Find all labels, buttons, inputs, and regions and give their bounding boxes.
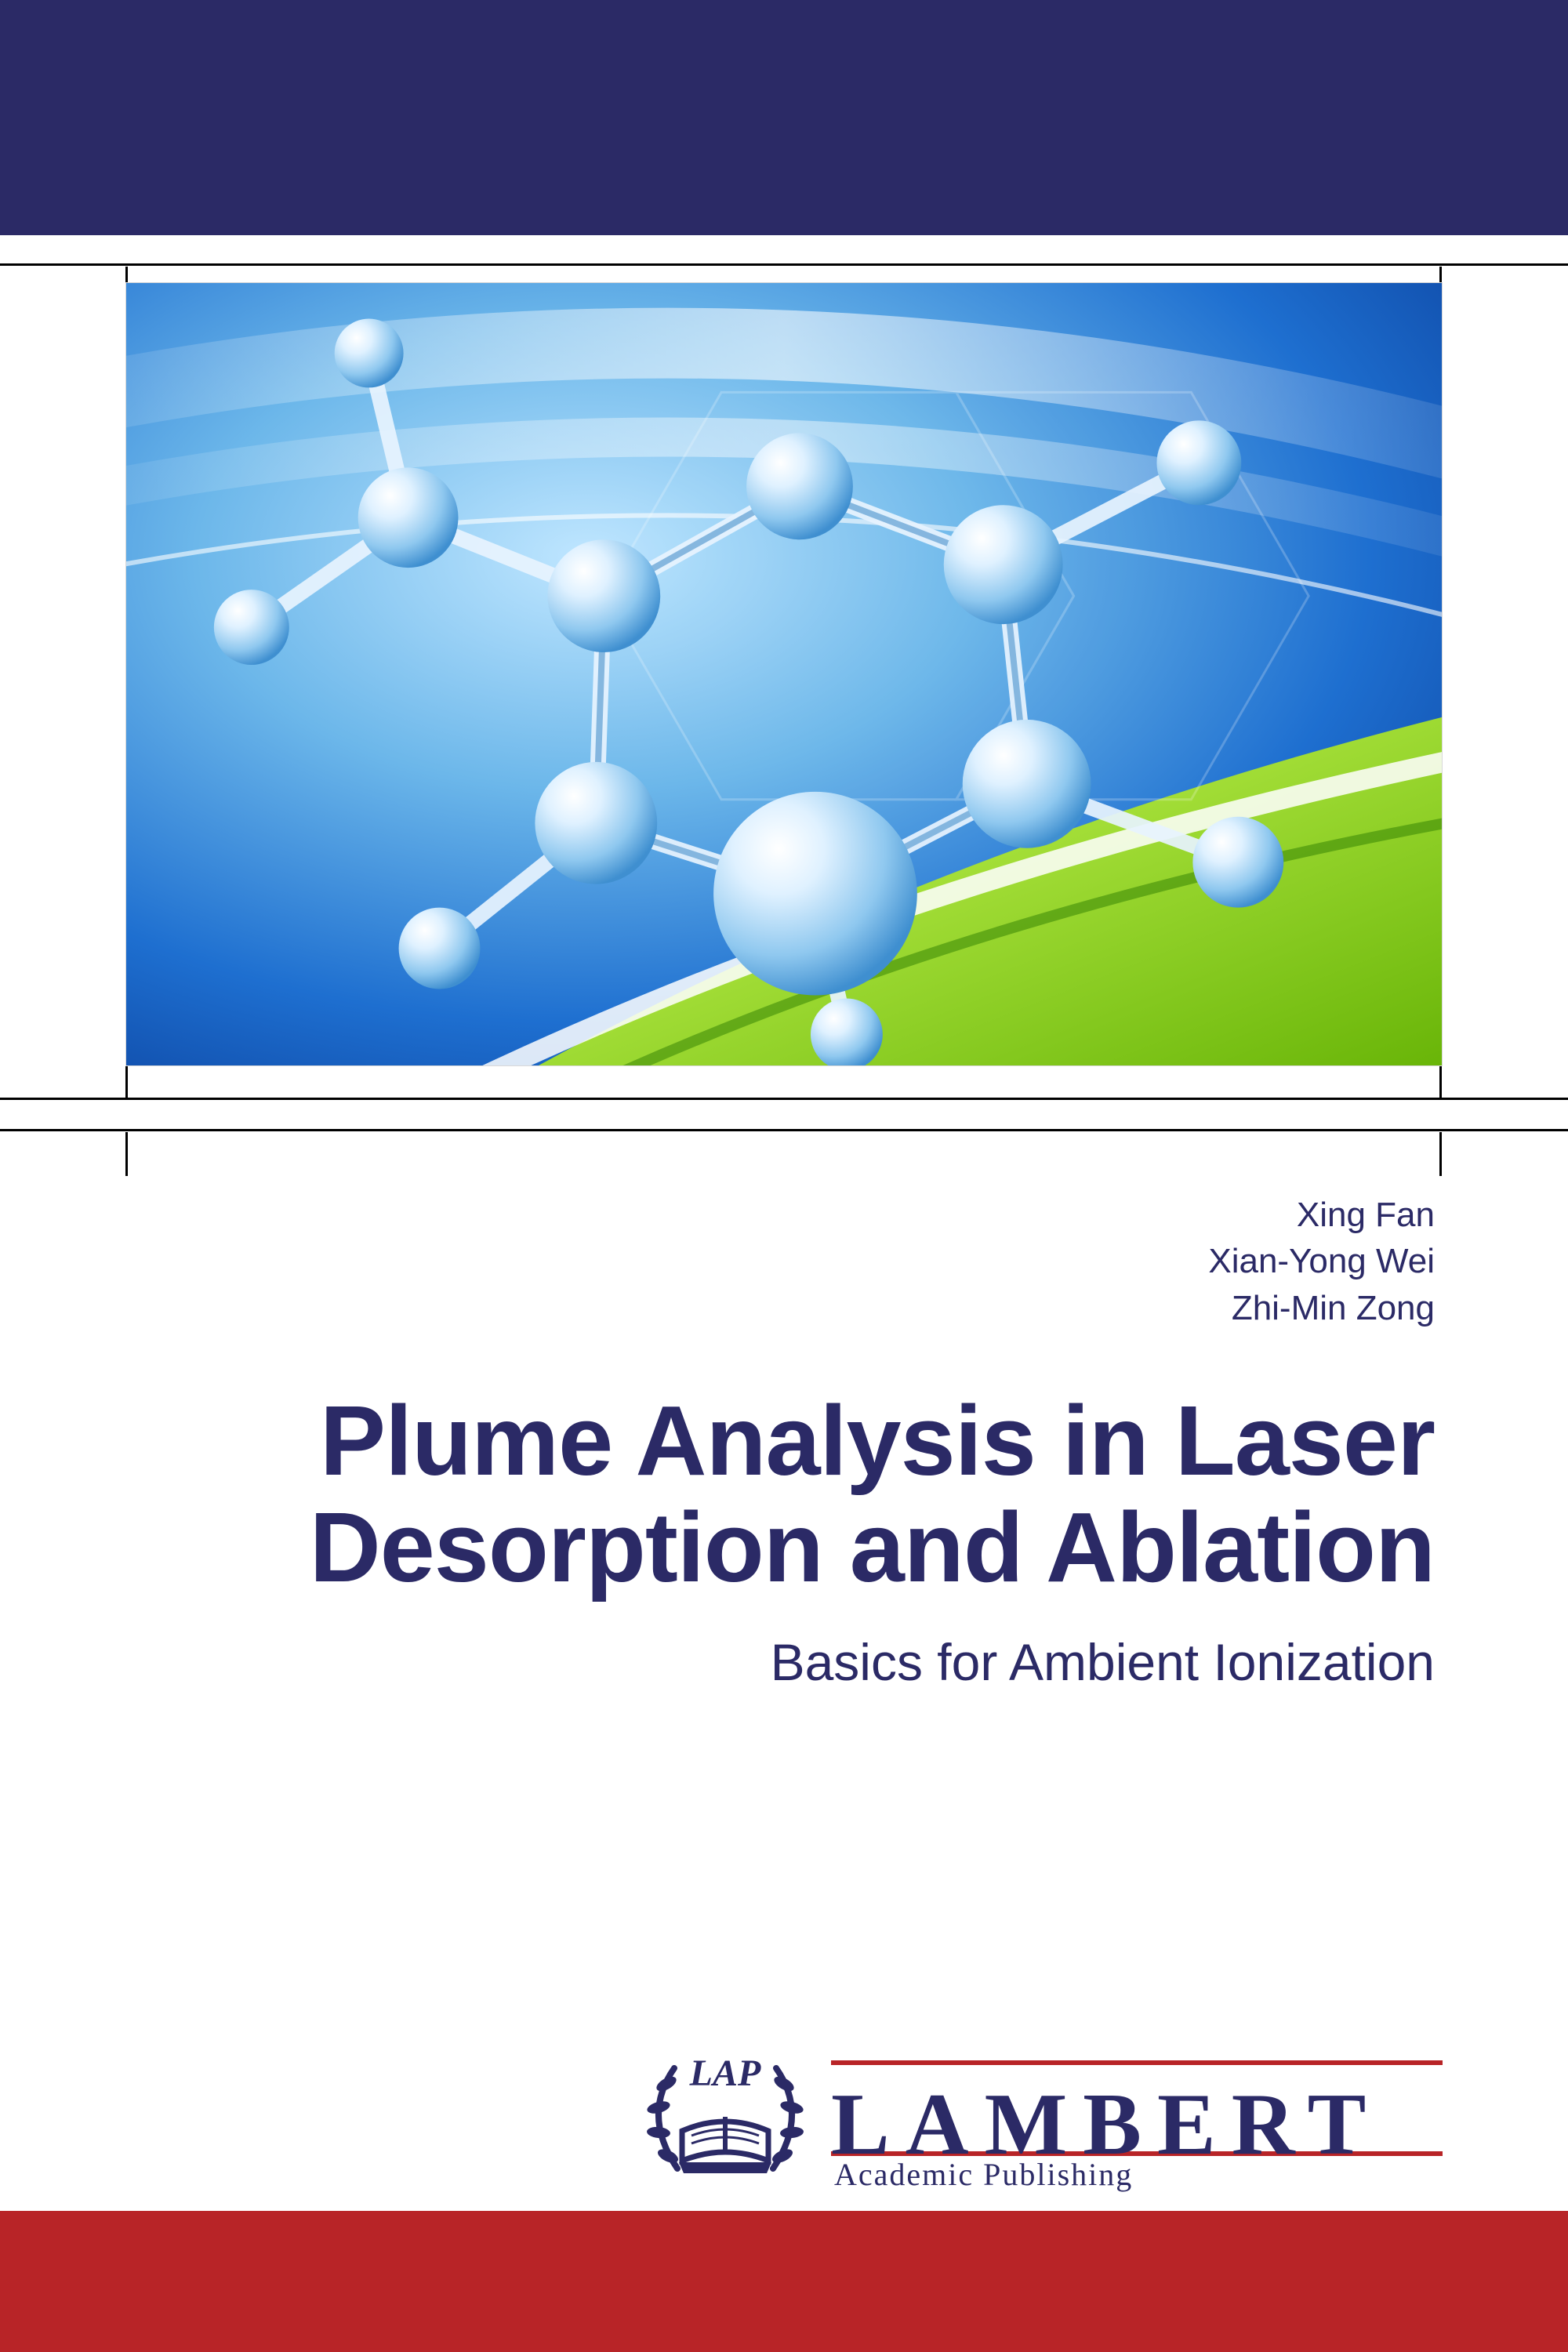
title-line-2: Desorption and Ablation <box>102 1494 1435 1601</box>
author-3: Zhi-Min Zong <box>1208 1285 1435 1331</box>
author-2: Xian-Yong Wei <box>1208 1238 1435 1284</box>
top-band <box>0 0 1568 235</box>
publisher-block: LAP LAMBERT Academic Publishing <box>635 2037 1450 2194</box>
hero-illustration <box>125 282 1443 1066</box>
title-block: Plume Analysis in Laser Desorption and A… <box>102 1388 1435 1692</box>
bottom-band <box>0 2211 1568 2352</box>
tick-bot-right <box>1439 1132 1442 1176</box>
rule-top <box>0 263 1568 266</box>
publisher-line-top <box>831 2060 1443 2065</box>
publisher-tagline: Academic Publishing <box>834 2156 1133 2193</box>
authors-block: Xing Fan Xian-Yong Wei Zhi-Min Zong <box>1208 1192 1435 1331</box>
author-1: Xing Fan <box>1208 1192 1435 1238</box>
publisher-logo-icon: LAP <box>635 2037 815 2194</box>
publisher-wordmark: LAMBERT Academic Publishing <box>831 2048 1443 2181</box>
tick-bot-left <box>125 1132 128 1176</box>
title-line-1: Plume Analysis in Laser <box>102 1388 1435 1494</box>
rule-bot <box>0 1129 1568 1131</box>
svg-text:LAP: LAP <box>689 2053 761 2094</box>
subtitle: Basics for Ambient Ionization <box>102 1632 1435 1692</box>
rule-mid <box>0 1098 1568 1100</box>
